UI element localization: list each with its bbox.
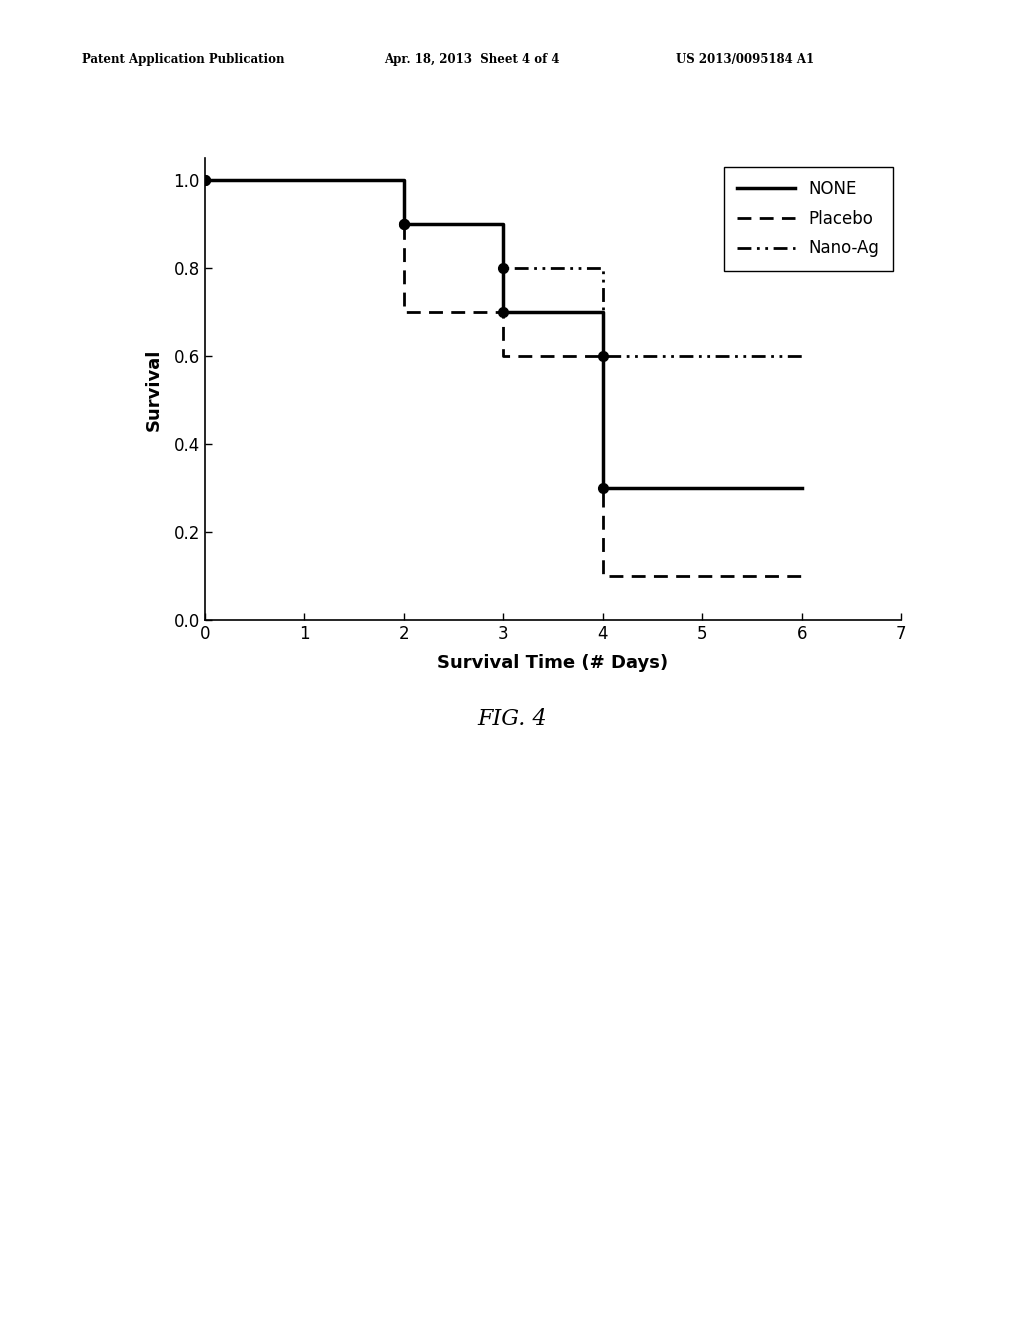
Legend: NONE, Placebo, Nano-Ag: NONE, Placebo, Nano-Ag bbox=[724, 166, 893, 271]
Text: Apr. 18, 2013  Sheet 4 of 4: Apr. 18, 2013 Sheet 4 of 4 bbox=[384, 53, 559, 66]
Text: US 2013/0095184 A1: US 2013/0095184 A1 bbox=[676, 53, 814, 66]
X-axis label: Survival Time (# Days): Survival Time (# Days) bbox=[437, 655, 669, 672]
Text: Patent Application Publication: Patent Application Publication bbox=[82, 53, 285, 66]
Text: FIG. 4: FIG. 4 bbox=[477, 709, 547, 730]
Y-axis label: Survival: Survival bbox=[144, 348, 163, 430]
